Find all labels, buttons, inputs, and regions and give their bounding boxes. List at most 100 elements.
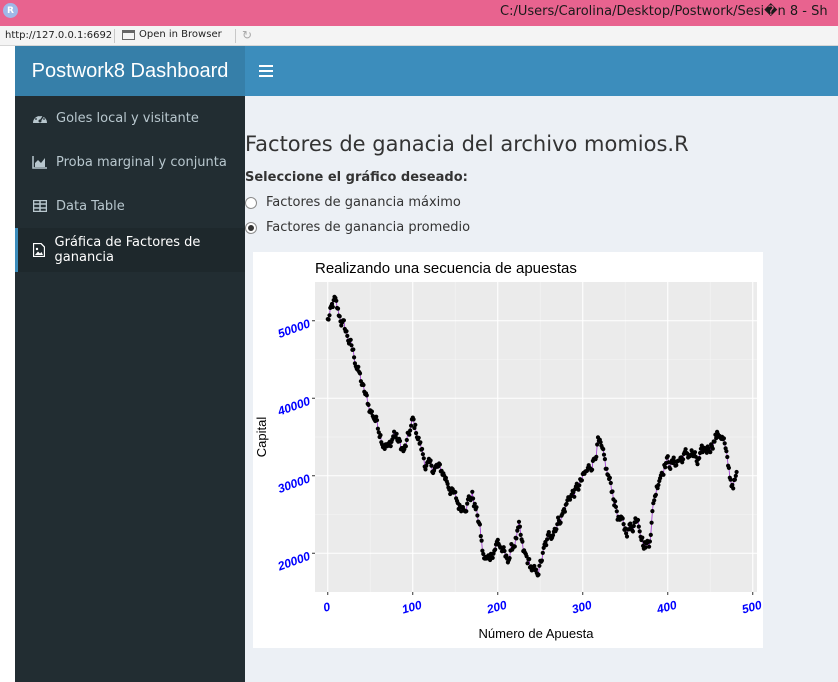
divider xyxy=(235,29,236,43)
radio-button[interactable] xyxy=(245,196,257,209)
left-gutter xyxy=(0,46,15,682)
radio-option-maximo[interactable]: Factores de ganancia máximo xyxy=(245,195,461,210)
capital-point xyxy=(327,313,332,318)
capital-point xyxy=(349,343,354,348)
capital-point xyxy=(418,440,423,445)
capital-point xyxy=(512,544,517,549)
capital-point xyxy=(594,454,599,459)
capital-point xyxy=(532,563,537,569)
capital-point xyxy=(423,467,428,472)
radio-option-label: Factores de ganancia promedio xyxy=(266,220,471,235)
capital-point xyxy=(477,522,482,527)
capital-point xyxy=(536,572,541,577)
capital-point xyxy=(501,545,506,550)
capital-point xyxy=(335,306,341,311)
capital-point xyxy=(517,524,522,529)
capital-point xyxy=(369,409,374,414)
capital-point xyxy=(518,532,523,537)
capital-point xyxy=(590,467,595,472)
capital-point xyxy=(695,462,700,467)
x-axis: 0 100 200 300 400 500 xyxy=(322,592,763,617)
capital-point xyxy=(374,414,379,419)
capital-point xyxy=(453,490,458,495)
capital-point xyxy=(357,371,363,376)
capital-point xyxy=(647,539,652,544)
sidebar-item-factores[interactable]: Gráfica de Factores de ganancia xyxy=(15,228,245,272)
capital-point xyxy=(630,529,635,534)
capital-point xyxy=(330,304,335,310)
capital-point xyxy=(502,548,507,554)
capital-point xyxy=(409,423,414,428)
capital-point xyxy=(577,483,582,488)
radio-button-checked[interactable] xyxy=(245,221,257,234)
radio-option-promedio[interactable]: Factores de ganancia promedio xyxy=(245,220,470,235)
capital-point xyxy=(647,544,652,549)
capital-point xyxy=(621,522,626,527)
capital-point xyxy=(407,432,412,437)
dashboard-logo[interactable]: Postwork8 Dashboard xyxy=(15,46,245,96)
capital-point xyxy=(334,298,339,303)
divider xyxy=(114,29,115,43)
capital-point xyxy=(681,457,686,462)
file-image-icon xyxy=(32,242,47,258)
radio-group-label: Seleccione el gráfico deseado: xyxy=(245,170,468,185)
capital-point xyxy=(697,456,702,461)
sidebar-toggle-icon[interactable] xyxy=(259,65,273,77)
capital-point xyxy=(421,456,426,461)
open-in-browser-button[interactable]: Open in Browser xyxy=(122,29,222,40)
capital-point xyxy=(527,557,532,562)
capital-point xyxy=(366,402,371,407)
capital-point xyxy=(478,534,483,539)
x-tick-label: 0 xyxy=(322,599,332,614)
capital-point xyxy=(613,499,618,504)
capital-point xyxy=(507,556,512,561)
sidebar-item-label: Goles local y visitante xyxy=(56,110,199,126)
capital-point xyxy=(572,494,577,499)
sidebar-item-goles[interactable]: Goles local y visitante xyxy=(15,96,245,140)
x-tick-label: 400 xyxy=(654,598,678,617)
x-axis-label: Número de Apuesta xyxy=(479,626,595,641)
capital-point xyxy=(608,480,613,486)
capital-point xyxy=(516,519,522,524)
capital-point xyxy=(540,550,545,555)
capital-point xyxy=(604,466,609,471)
sidebar-item-proba[interactable]: Proba marginal y conjunta xyxy=(15,140,245,184)
capital-point xyxy=(650,509,655,514)
capital-point xyxy=(420,446,425,452)
capital-point xyxy=(665,454,670,459)
y-axis-label: Capital xyxy=(254,417,269,458)
sidebar-item-data-table[interactable]: Data Table xyxy=(15,184,245,228)
address-bar: http://127.0.0.1:6692 Open in Browser ↻ xyxy=(0,26,838,46)
capital-point xyxy=(429,463,434,468)
capital-point xyxy=(649,520,654,525)
capital-point xyxy=(514,536,519,541)
capital-point xyxy=(710,446,715,451)
dashboard-icon xyxy=(32,110,48,126)
capital-point xyxy=(602,457,607,462)
capital-point xyxy=(607,475,612,480)
capital-point xyxy=(668,466,673,471)
capital-point xyxy=(579,478,584,483)
capital-point xyxy=(490,555,495,560)
capital-point xyxy=(726,465,731,470)
window-title-bar: R C:/Users/Carolina/Desktop/Postwork/Ses… xyxy=(0,0,838,26)
capital-point xyxy=(544,543,549,548)
capital-point xyxy=(661,472,666,477)
capital-point xyxy=(403,444,408,449)
capital-point xyxy=(408,428,413,433)
capital-point xyxy=(635,517,641,523)
capital-point xyxy=(352,355,357,360)
capital-point xyxy=(388,444,393,449)
capital-point xyxy=(692,450,698,455)
refresh-icon[interactable]: ↻ xyxy=(242,28,253,42)
capital-point xyxy=(671,455,676,460)
capital-point xyxy=(481,551,486,557)
url-text[interactable]: http://127.0.0.1:6692 xyxy=(5,30,113,41)
capital-point xyxy=(620,516,625,521)
capital-point xyxy=(653,492,658,497)
capital-point xyxy=(732,477,737,482)
sidebar-item-label: Proba marginal y conjunta xyxy=(56,154,227,170)
capital-line-chart: Realizando una secuencia de apuestas 200… xyxy=(254,260,763,641)
sidebar: Goles local y visitante Proba marginal y… xyxy=(15,96,245,682)
x-tick-label: 500 xyxy=(740,598,763,617)
